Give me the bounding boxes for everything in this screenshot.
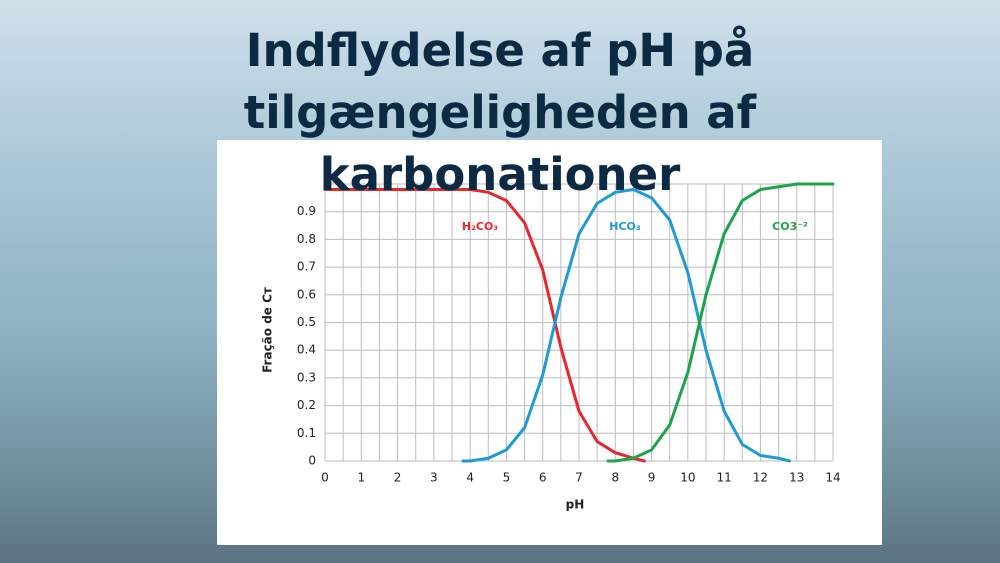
x-tick-label: 14 <box>825 471 840 485</box>
series-label: H₂CO₃ <box>462 220 498 233</box>
y-tick-label: 0.2 <box>297 398 316 412</box>
y-tick-label: 0.9 <box>297 204 316 218</box>
x-tick-label: 9 <box>648 471 656 485</box>
y-tick-label: 0.1 <box>297 426 316 440</box>
x-tick-label: 1 <box>357 471 365 485</box>
x-tick-label: 7 <box>575 471 583 485</box>
x-tick-label: 8 <box>611 471 619 485</box>
y-tick-label: 0.3 <box>297 370 316 384</box>
x-axis-label: pH <box>566 498 585 512</box>
x-tick-label: 10 <box>680 471 695 485</box>
y-tick-label: 0.8 <box>297 232 316 246</box>
x-tick-label: 11 <box>717 471 732 485</box>
y-tick-label: 0.5 <box>297 315 316 329</box>
x-tick-label: 13 <box>789 471 804 485</box>
x-tick-label: 6 <box>539 471 547 485</box>
y-tick-label: 0 <box>308 454 316 468</box>
series-line <box>323 188 646 463</box>
series-line <box>461 188 791 463</box>
x-tick-label: 5 <box>503 471 511 485</box>
x-tick-label: 2 <box>394 471 402 485</box>
y-tick-label: 0.6 <box>297 287 316 301</box>
x-tick-label: 0 <box>321 471 329 485</box>
y-axis-label: Fração de Cᴛ <box>261 287 275 373</box>
series-line <box>606 182 835 463</box>
x-tick-label: 4 <box>466 471 474 485</box>
y-tick-label: 0.4 <box>297 343 316 357</box>
series-label: HCO₃ <box>609 220 641 233</box>
y-tick-label: 0.7 <box>297 260 316 274</box>
x-tick-label: 3 <box>430 471 438 485</box>
x-tick-label: 12 <box>753 471 768 485</box>
series-label: CO3⁻² <box>772 220 808 233</box>
slide-title: Indflydelse af pH på tilgængeligheden af… <box>243 24 757 201</box>
